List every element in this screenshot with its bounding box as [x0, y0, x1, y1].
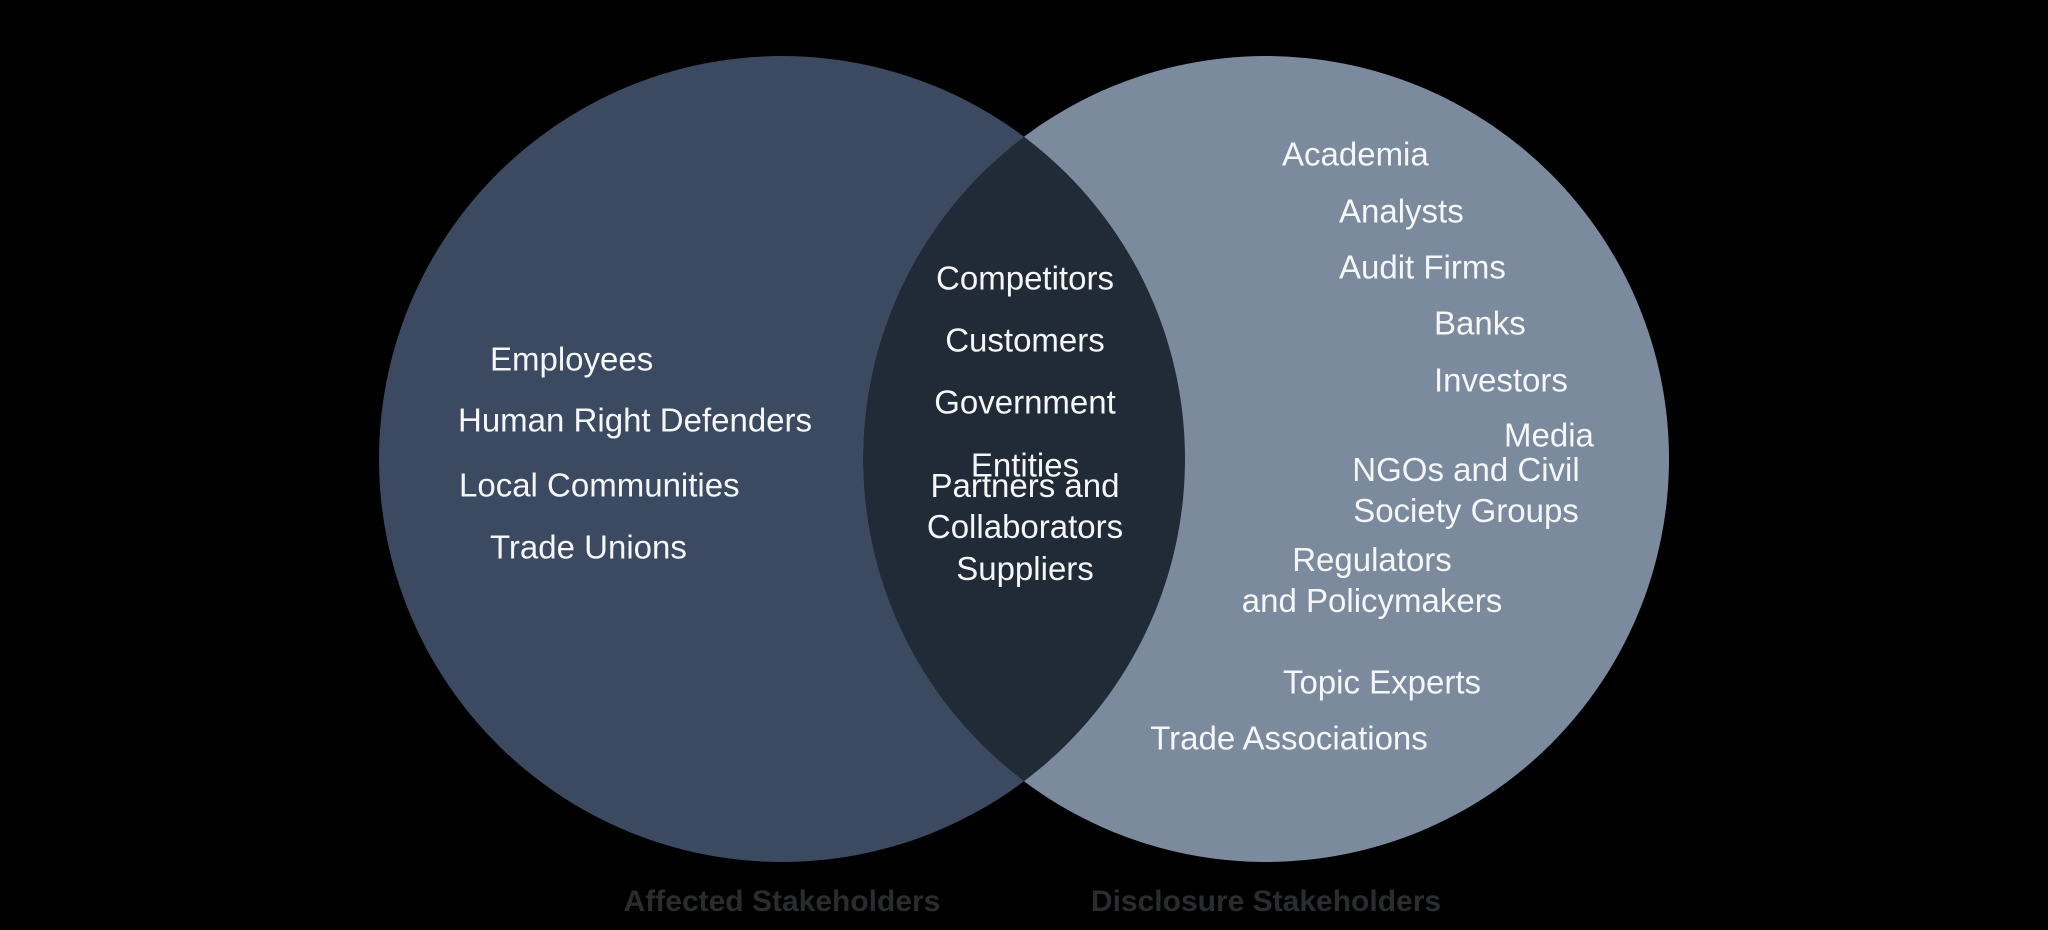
caption-affected-stakeholders: Affected Stakeholders	[624, 885, 941, 919]
venn-item-intersection: Customers	[945, 319, 1105, 360]
venn-diagram: Employees Human Right Defenders Local Comm…	[0, 0, 2048, 930]
venn-item-left: Employees	[490, 338, 653, 379]
venn-item-right: Trade Associations	[1150, 717, 1428, 758]
venn-item-right: Analysts	[1339, 190, 1464, 231]
venn-item-right: Regulators and Policymakers	[1242, 539, 1502, 622]
venn-item-intersection: Government	[934, 381, 1116, 422]
venn-item-left: Local Communities	[459, 464, 740, 505]
venn-item-intersection: Partners and Collaborators Suppliers	[927, 465, 1123, 589]
venn-item-left: Human Right Defenders	[458, 399, 812, 440]
venn-item-right: Academia	[1282, 133, 1429, 174]
venn-item-right: NGOs and Civil Society Groups	[1352, 449, 1579, 532]
venn-item-intersection: Competitors	[936, 257, 1114, 298]
venn-item-right: Investors	[1434, 359, 1568, 400]
venn-item-right: Topic Experts	[1283, 661, 1481, 702]
venn-item-right: Banks	[1434, 302, 1526, 343]
venn-item-left: Trade Unions	[490, 526, 687, 567]
caption-disclosure-stakeholders: Disclosure Stakeholders	[1091, 885, 1441, 919]
venn-item-right: Audit Firms	[1339, 246, 1506, 287]
